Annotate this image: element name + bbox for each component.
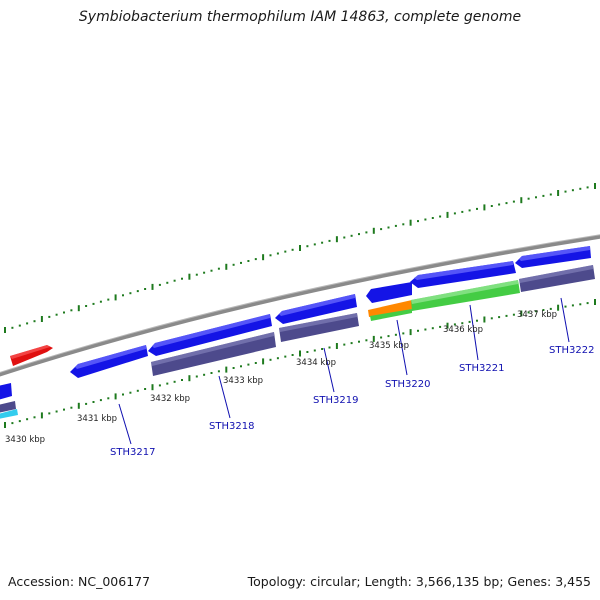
feature-orange[interactable]	[368, 300, 413, 317]
scale-label: 3434 kbp	[296, 358, 336, 368]
feature-left-edge-slate[interactable]	[0, 401, 16, 413]
upper-tick-track	[4, 183, 596, 333]
gene-arrow-sth3218[interactable]	[148, 314, 272, 356]
scale-label: 3431 kbp	[77, 414, 117, 424]
feature-left-edge-cyan[interactable]	[0, 409, 18, 419]
scale-label: 3435 kbp	[369, 341, 409, 351]
gene-arrow-sth3217[interactable]	[70, 345, 148, 378]
feature-slate-2[interactable]	[279, 313, 359, 342]
gene-label-sth3219[interactable]: STH3219	[313, 395, 358, 406]
scale-label: 3432 kbp	[150, 394, 190, 404]
scale-label: 3437 kbp	[517, 310, 557, 320]
gene-label-sth3220[interactable]: STH3220	[385, 379, 430, 390]
map-title: Symbiobacterium thermophilum IAM 14863, …	[78, 9, 522, 25]
scale-labels: 3430 kbp 3431 kbp 3432 kbp 3433 kbp 3434…	[5, 310, 557, 445]
gene-label-sth3221[interactable]: STH3221	[459, 363, 504, 374]
gene-label-sth3217[interactable]: STH3217	[110, 447, 155, 458]
gene-arrow-sth3221[interactable]	[410, 261, 516, 288]
feature-slate-1[interactable]	[151, 332, 276, 376]
gene-arrow-sth3220[interactable]	[366, 282, 412, 303]
scale-label: 3436 kbp	[443, 325, 483, 335]
genome-stats-text: Topology: circular; Length: 3,566,135 bp…	[247, 574, 591, 589]
lower-tick-track	[4, 299, 596, 428]
gene-labels: STH3217 STH3218 STH3219 STH3220 STH3221 …	[110, 345, 594, 458]
gene-label-sth3222[interactable]: STH3222	[549, 345, 594, 356]
gene-label-sth3218[interactable]: STH3218	[209, 421, 254, 432]
gene-arrow-sth3222[interactable]	[515, 246, 591, 268]
scale-label: 3433 kbp	[223, 376, 263, 386]
genome-backbone	[0, 234, 600, 377]
label-leaders	[118, 297, 570, 445]
gene-arrow-sth3219[interactable]	[275, 294, 357, 324]
feature-green[interactable]	[370, 280, 520, 321]
scale-label: 3430 kbp	[5, 435, 45, 445]
gene-arrow-blue-left-edge[interactable]	[0, 383, 12, 400]
feature-slate-3[interactable]	[519, 265, 595, 292]
gene-arrow-red[interactable]	[10, 345, 53, 366]
accession-text: Accession: NC_006177	[8, 574, 151, 589]
